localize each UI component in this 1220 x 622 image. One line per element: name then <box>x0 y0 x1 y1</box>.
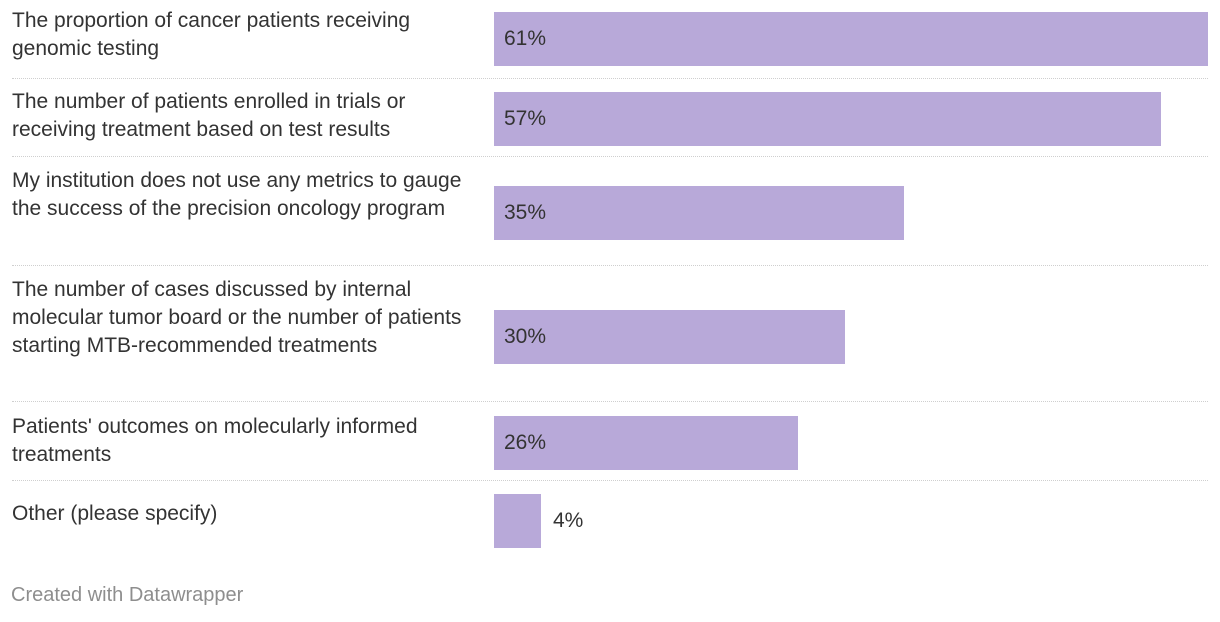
bar <box>494 494 541 548</box>
value-label: 26% <box>504 431 547 454</box>
bar-row: Patients' outcomes on molecularly inform… <box>12 403 1208 480</box>
row-divider <box>12 78 1208 79</box>
value-label: 4% <box>553 509 584 532</box>
value-label: 61% <box>504 27 547 50</box>
bar-row: The number of cases discussed by interna… <box>12 267 1208 401</box>
row-divider <box>12 265 1208 266</box>
datawrapper-credit: Created with Datawrapper <box>11 584 244 606</box>
category-label: The number of cases discussed by interna… <box>12 278 462 357</box>
category-label: The number of patients enrolled in trial… <box>12 90 406 141</box>
bar-row: Other (please specify) 4% <box>12 482 1208 548</box>
value-label: 35% <box>504 201 547 224</box>
category-label: Patients' outcomes on molecularly inform… <box>12 415 418 466</box>
bar-row: The proportion of cancer patients receiv… <box>12 0 1208 78</box>
category-label: Other (please specify) <box>12 502 218 525</box>
bar <box>494 416 798 470</box>
bar-row: My institution does not use any metrics … <box>12 158 1208 265</box>
bar <box>494 186 904 240</box>
value-label: 30% <box>504 325 547 348</box>
category-label: My institution does not use any metrics … <box>12 169 462 220</box>
row-divider <box>12 156 1208 157</box>
value-label: 57% <box>504 107 547 130</box>
bar <box>494 92 1161 146</box>
bar <box>494 310 845 364</box>
row-divider <box>12 480 1208 481</box>
bar-row: The number of patients enrolled in trial… <box>12 80 1208 156</box>
bar-chart: The proportion of cancer patients receiv… <box>12 0 1208 548</box>
bar <box>494 12 1208 66</box>
category-label: The proportion of cancer patients receiv… <box>12 9 411 60</box>
row-divider <box>12 401 1208 402</box>
